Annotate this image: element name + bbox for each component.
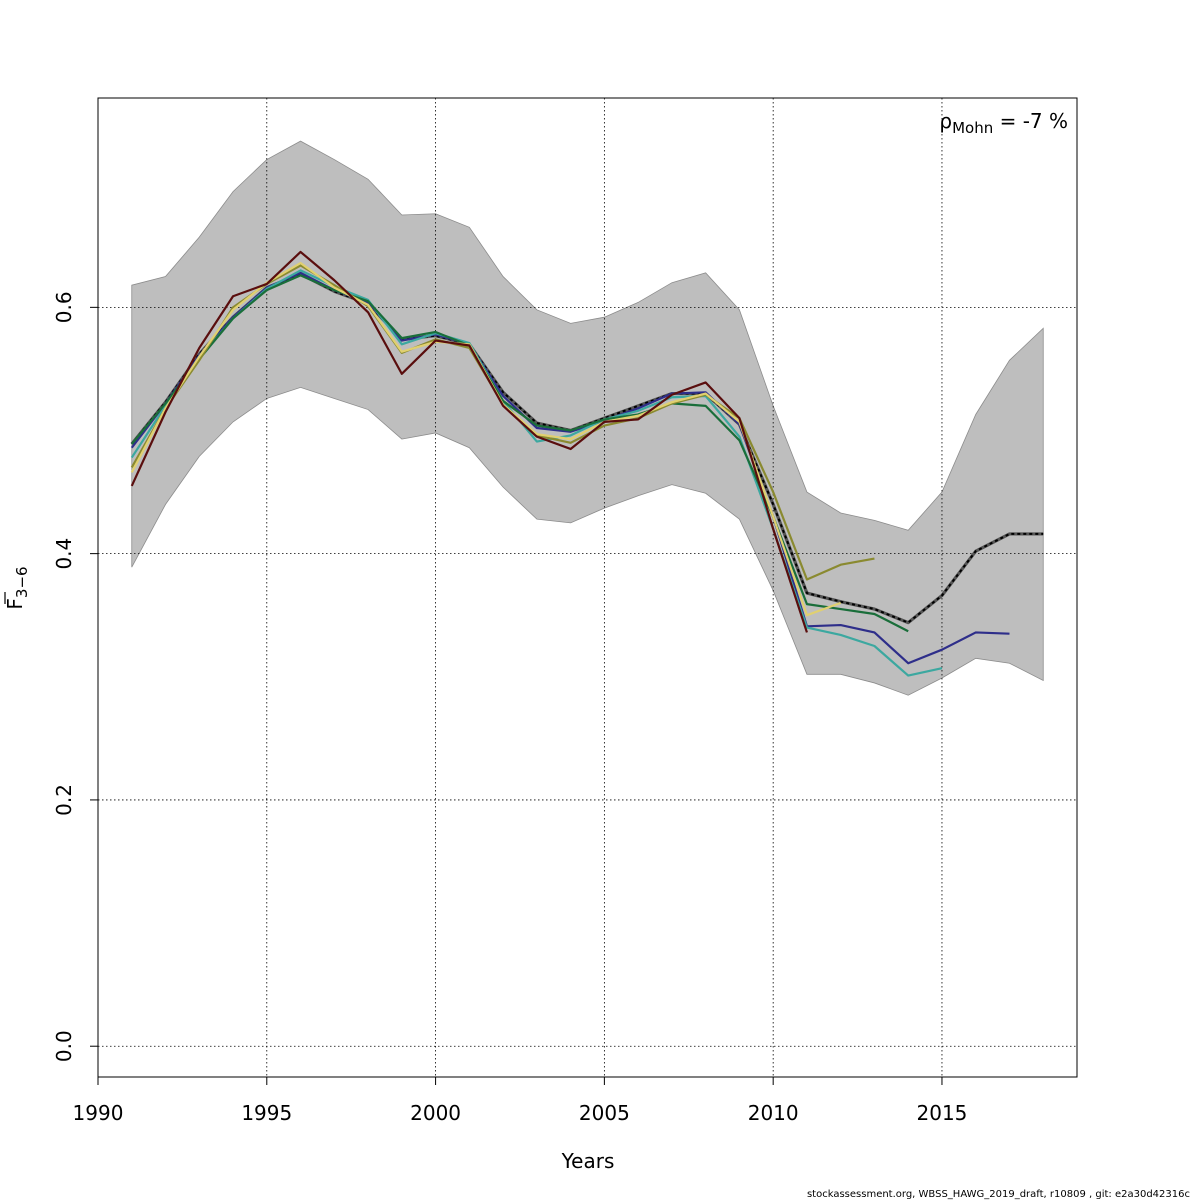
y-axis-title-main: F	[3, 598, 27, 610]
y-axis-title-sub: 3−6	[13, 566, 31, 598]
y-tick-label: 0.2	[52, 784, 76, 816]
y-tick-label: 0.4	[52, 538, 76, 570]
rho-symbol: ρ	[939, 109, 952, 133]
x-tick-label: 2015	[917, 1101, 968, 1125]
axis-layer: 1990 1995 2000 2005 2010 2015 0.0 0.2 0.4 0.6	[52, 291, 967, 1125]
mohn-rho-annotation: ρMohn = -7 %	[939, 109, 1068, 137]
confidence-band-layer	[131, 140, 1044, 696]
x-tick-label: 2005	[579, 1101, 630, 1125]
footer-caption: stockassessment.org, WBSS_HAWG_2019_draf…	[806, 1189, 1190, 1200]
y-axis-title: F3−6	[3, 566, 31, 609]
x-tick-label: 2000	[410, 1101, 461, 1125]
series-layer	[130, 250, 1044, 677]
x-tick-label: 1990	[73, 1101, 124, 1125]
rho-value: = -7 %	[993, 109, 1068, 133]
rho-subscript: Mohn	[952, 119, 993, 137]
confidence-band	[131, 140, 1044, 696]
series-2-line	[130, 269, 943, 677]
series-6-line	[130, 250, 808, 633]
y-tick-label: 0.0	[52, 1030, 76, 1062]
y-tick-label: 0.6	[52, 291, 76, 323]
x-axis-title: Years	[561, 1149, 615, 1173]
svg-text:F3−6: F3−6	[3, 566, 31, 609]
x-tick-label: 1995	[241, 1101, 292, 1125]
x-tick-label: 2010	[748, 1101, 799, 1125]
